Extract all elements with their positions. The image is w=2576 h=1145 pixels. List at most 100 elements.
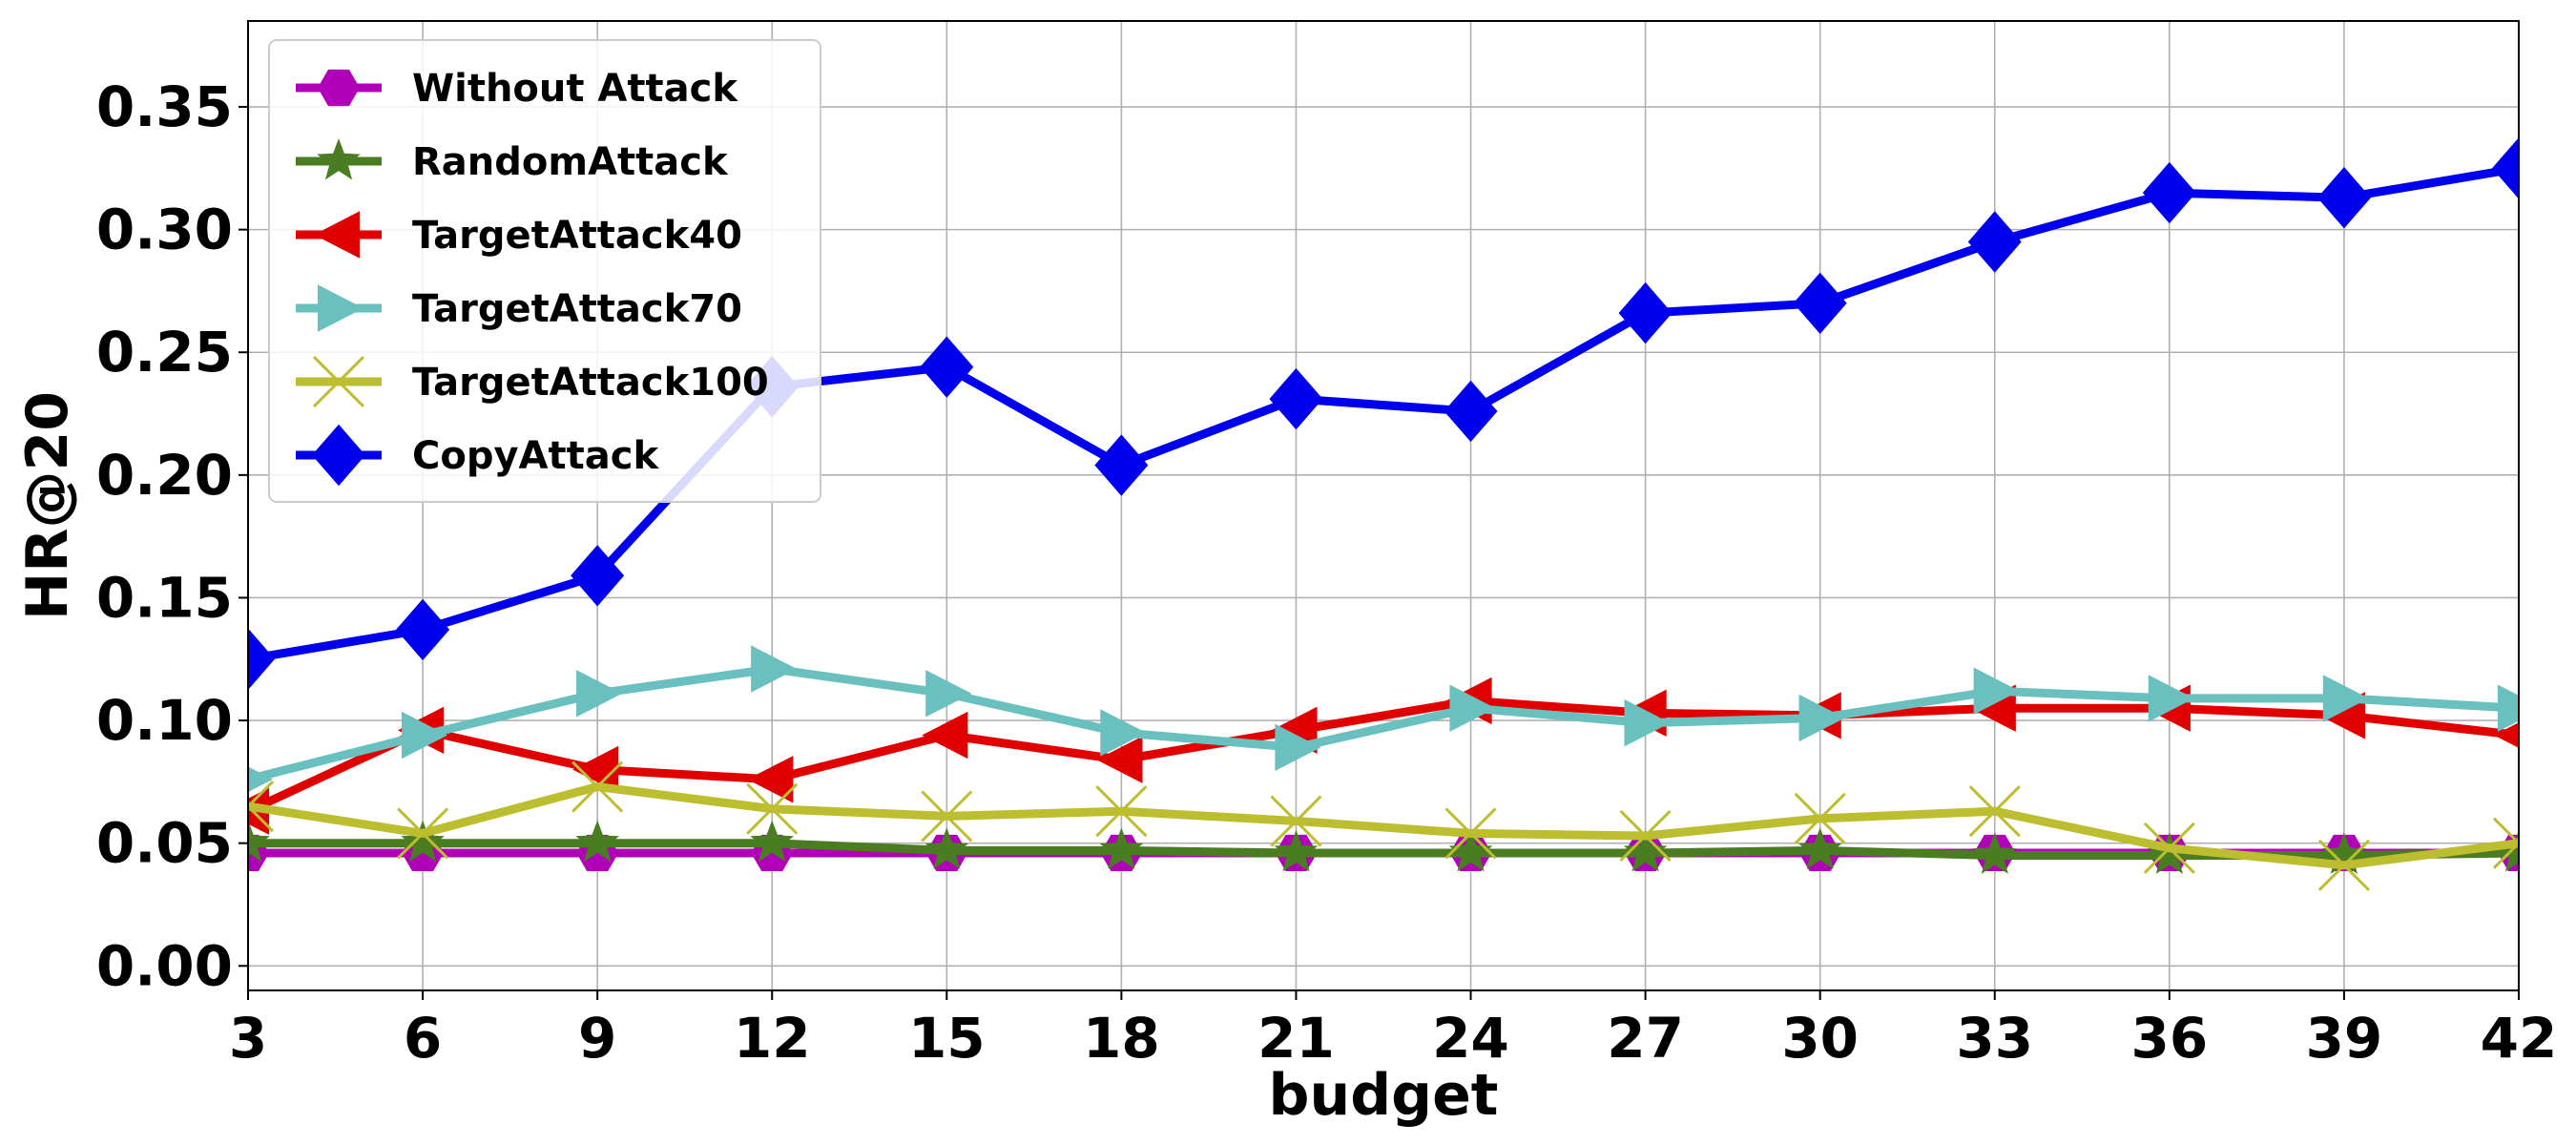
data-point (576, 670, 623, 718)
legend-marker (317, 284, 364, 332)
data-point (2492, 817, 2519, 869)
x-axis-title: budget (1269, 1062, 1499, 1129)
data-point (571, 760, 624, 813)
legend-marker (312, 424, 365, 487)
data-point (2497, 684, 2519, 732)
series-targetattack100 (248, 760, 2519, 891)
data-point (571, 545, 625, 607)
y-tick-label: 0.00 (96, 933, 233, 998)
data-point (1444, 380, 1498, 443)
data-point (1793, 272, 1847, 334)
x-tick-label: 3 (229, 1006, 267, 1071)
legend-label: RandomAttack (412, 140, 729, 184)
data-point (396, 598, 450, 661)
data-point (2143, 822, 2195, 874)
data-point (2322, 675, 2369, 722)
data-point (746, 782, 799, 835)
data-point (921, 790, 973, 843)
x-tick-label: 33 (1956, 1006, 2033, 1071)
series-randomattack (248, 820, 2519, 874)
data-point (1448, 830, 1493, 872)
y-tick-label: 0.15 (96, 565, 233, 630)
legend-item-without-attack: Without Attack (296, 67, 738, 111)
y-axis-title: HR@20 (14, 391, 81, 620)
legend-marker (317, 138, 361, 180)
y-tick-label: 0.20 (96, 443, 233, 508)
data-point (1444, 807, 1497, 860)
data-point (1619, 809, 1672, 863)
legend-marker (318, 69, 360, 107)
legend-box (268, 39, 821, 503)
x-tick-label: 30 (1781, 1006, 1859, 1071)
data-point (1968, 785, 2021, 838)
x-tick-label: 12 (734, 1006, 811, 1071)
plot-frame (247, 20, 2520, 991)
data-point (1794, 792, 1846, 845)
data-point (2492, 137, 2519, 199)
legend-label: TargetAttack100 (412, 361, 769, 405)
x-tick-label: 42 (2481, 1006, 2558, 1071)
data-point (1973, 667, 2020, 715)
y-tick-label: 0.25 (96, 320, 233, 385)
x-tick-label: 6 (404, 1006, 442, 1071)
data-point (2494, 722, 2519, 748)
data-point (401, 711, 448, 760)
data-point (575, 820, 619, 863)
legend-item-targetattack100: TargetAttack100 (296, 355, 769, 408)
data-point (1269, 367, 1323, 430)
data-point (1967, 211, 2022, 273)
legend-item-targetattack40: TargetAttack40 (296, 211, 742, 259)
x-tick-label: 9 (578, 1006, 616, 1071)
data-point (1623, 830, 1668, 872)
data-point (925, 670, 972, 718)
data-point (1094, 434, 1149, 496)
data-point (2148, 832, 2192, 874)
x-tick-label: 39 (2306, 1006, 2383, 1071)
series-copyattack (248, 137, 2519, 690)
data-point (1274, 830, 1319, 872)
y-tick-label: 0.30 (96, 198, 233, 262)
data-point (572, 745, 619, 794)
legend-marker (314, 211, 361, 259)
series-layer (248, 137, 2519, 891)
data-point (248, 781, 275, 833)
legend-item-copyattack: CopyAttack (296, 424, 659, 487)
y-tick-label: 0.35 (96, 74, 233, 139)
series-line-targetattack70 (248, 664, 2519, 784)
legend-item-targetattack70: TargetAttack70 (296, 284, 742, 332)
legend-marker (312, 355, 365, 408)
data-point (1624, 698, 1671, 747)
data-point (747, 756, 794, 803)
data-point (1797, 827, 1842, 869)
x-tick-label: 21 (1257, 1006, 1335, 1071)
series-line-copyattack (248, 163, 2519, 664)
legend-label: Without Attack (412, 67, 738, 111)
data-point (1099, 827, 1144, 869)
data-point (751, 645, 798, 693)
data-point (924, 827, 969, 869)
data-point (2497, 830, 2519, 872)
data-point (248, 766, 273, 793)
series-targetattack70 (248, 645, 2519, 793)
data-point (2142, 161, 2196, 224)
x-tick-label: 27 (1607, 1006, 1684, 1071)
data-point (922, 711, 968, 760)
x-tick-label: 15 (908, 1006, 986, 1071)
data-point (1618, 281, 1672, 344)
data-point (401, 820, 445, 863)
y-tick-label: 0.10 (96, 688, 233, 753)
x-tick-label: 24 (1432, 1006, 1509, 1071)
data-point (1275, 723, 1321, 772)
data-point (2316, 166, 2371, 229)
legend: Without Attack RandomAttack TargetAttack40… (268, 39, 821, 503)
data-point (1100, 709, 1147, 757)
data-point (2317, 839, 2370, 891)
x-tick-label: 18 (1083, 1006, 1160, 1071)
data-point (248, 628, 275, 690)
x-axis-ticks: 3 6 9 12 15 18 21 24 27 30 33 36 39 42 (229, 990, 2558, 1071)
data-point (248, 820, 270, 863)
legend-label: TargetAttack70 (412, 287, 742, 331)
y-tick-label: 0.05 (96, 811, 233, 876)
